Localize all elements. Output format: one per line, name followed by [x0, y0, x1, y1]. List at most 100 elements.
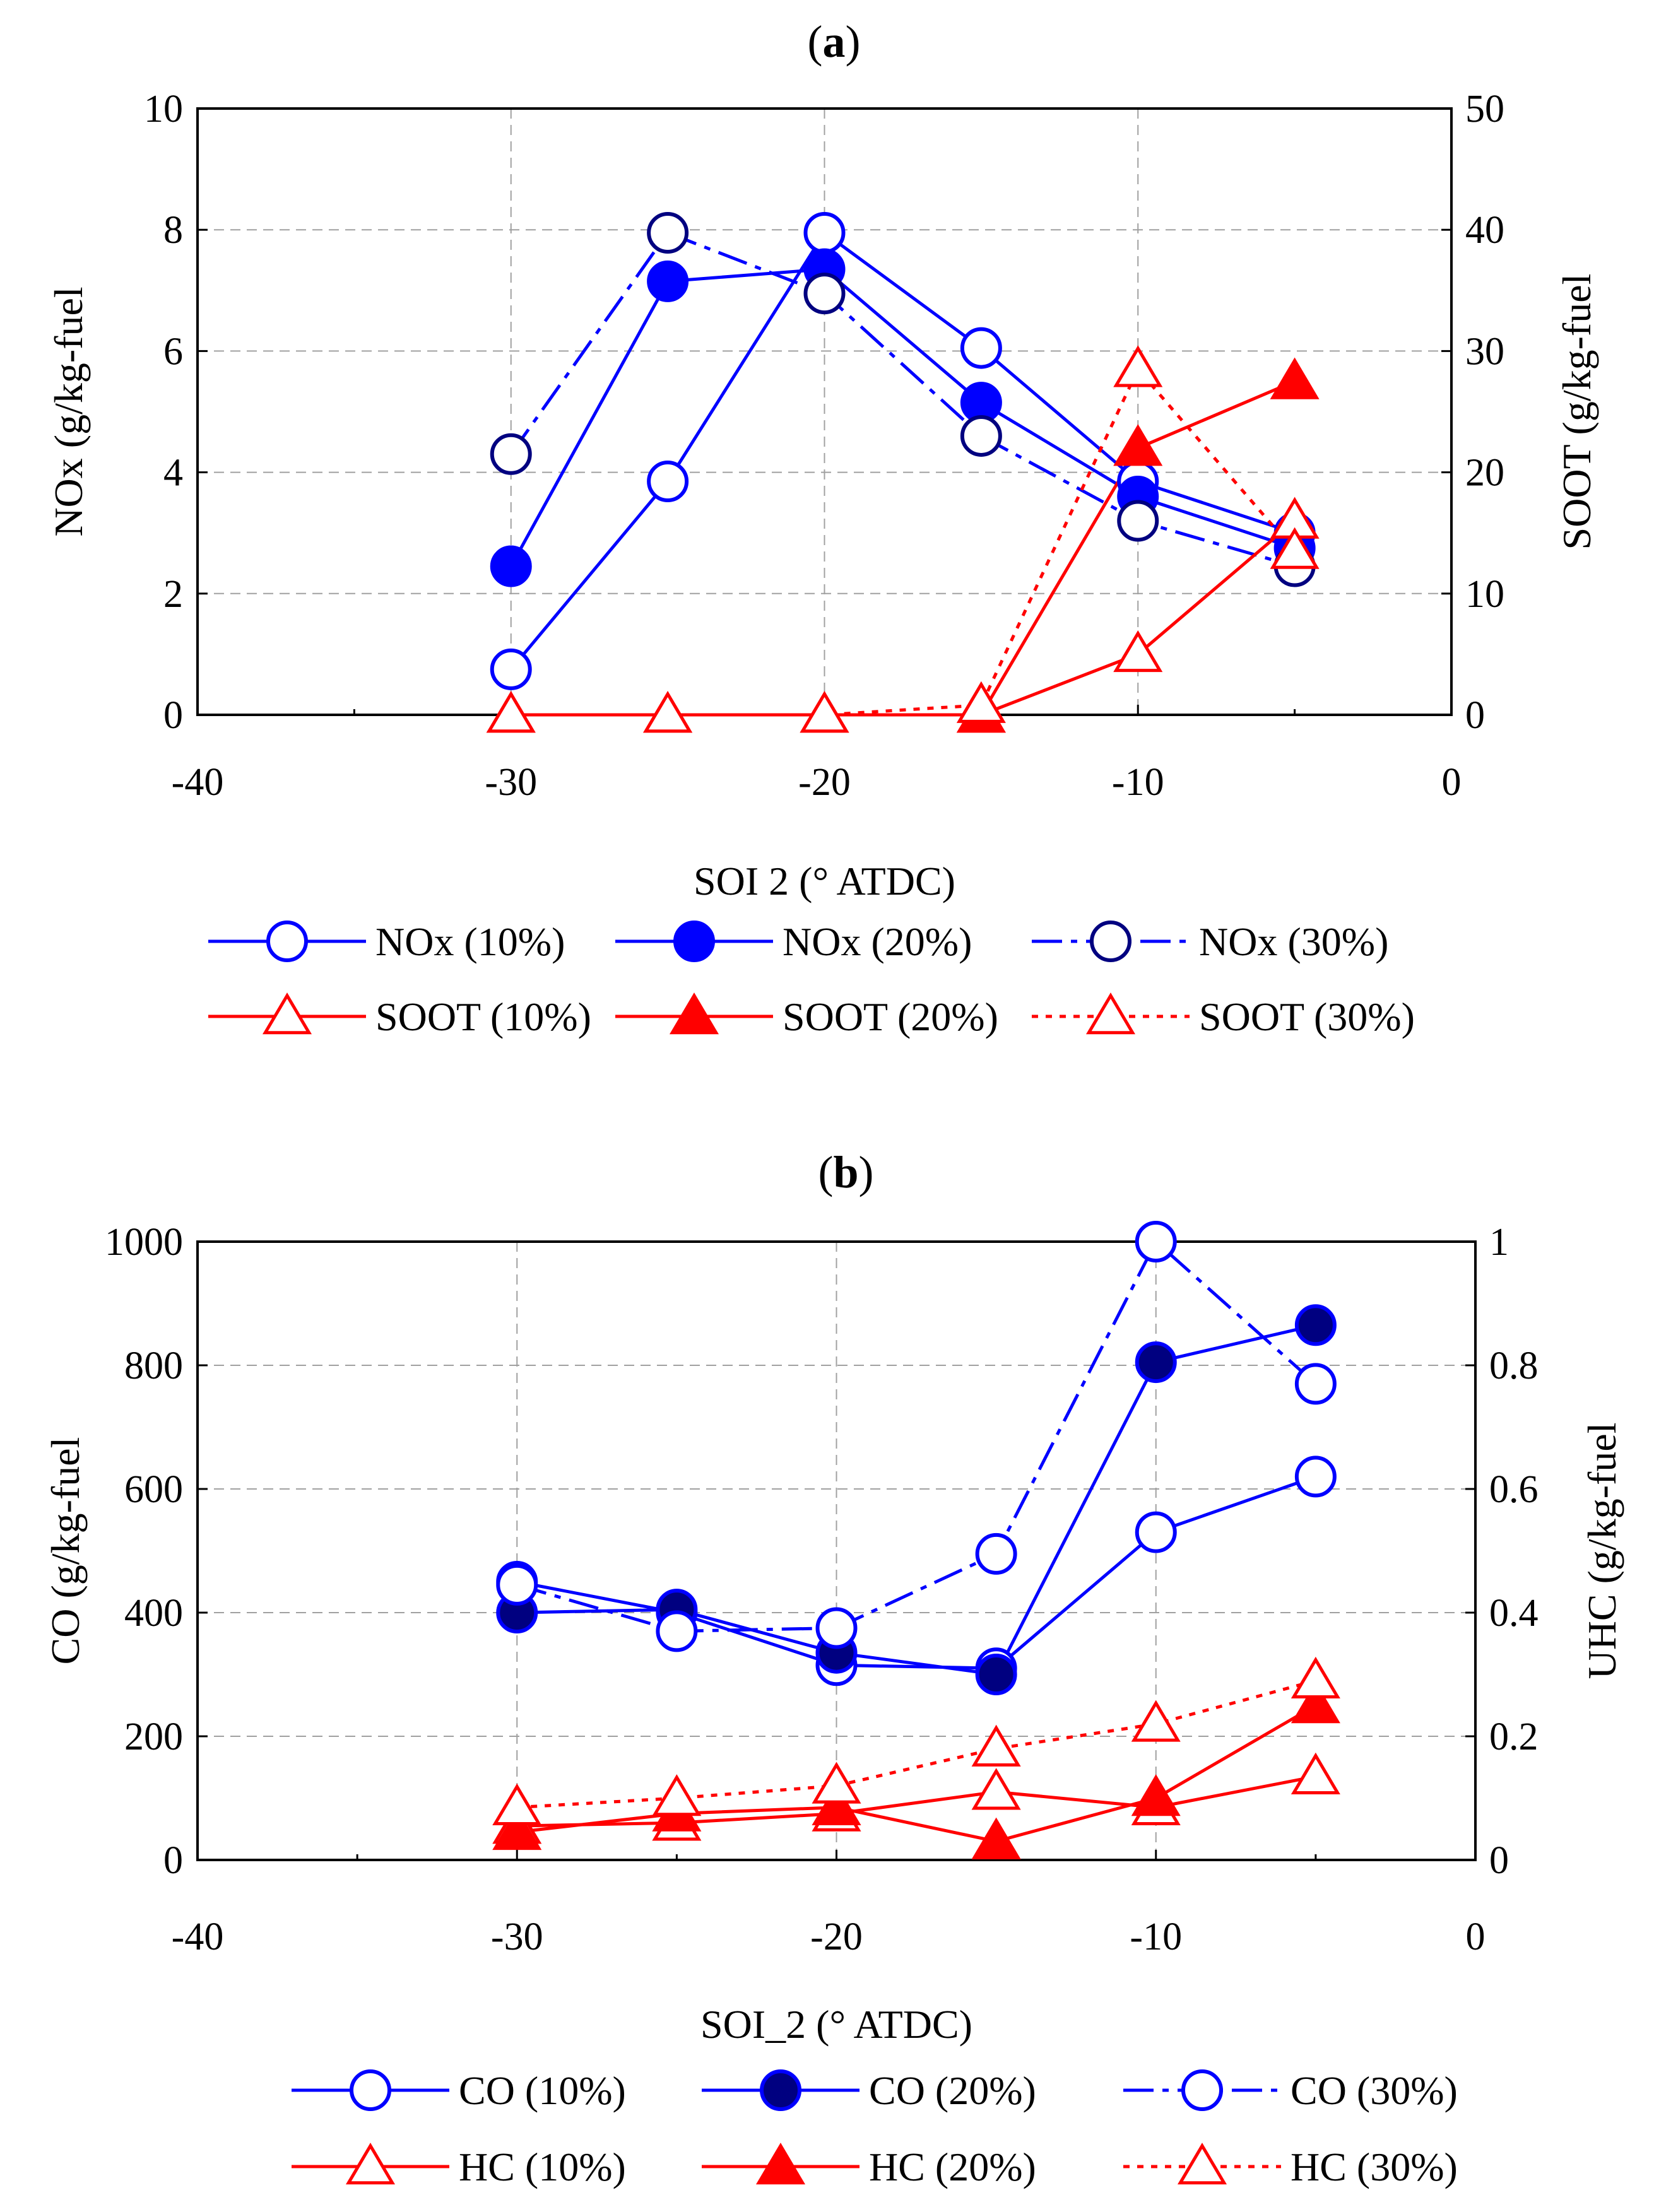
legend-marker: [1181, 2069, 1223, 2111]
y-right-tick-label: 10: [1465, 573, 1504, 616]
series-line-5: [511, 366, 1296, 717]
y-left-tick-label: 1000: [105, 1221, 183, 1264]
data-point: [803, 273, 846, 315]
y-left-tick-label: 600: [124, 1468, 183, 1511]
data-point: [490, 545, 532, 587]
data-point: [1113, 345, 1163, 387]
y-left-tick-label: 10: [144, 88, 183, 131]
data-point: [1294, 1304, 1337, 1346]
data-point: [803, 212, 846, 254]
y-right-tick-label: 20: [1465, 452, 1504, 495]
legend-label: NOx (20%): [783, 919, 972, 964]
legend-item: SOOT (30%): [1032, 992, 1415, 1039]
data-point: [643, 691, 693, 733]
series-line-0: [509, 230, 1296, 671]
data-point: [652, 1774, 702, 1816]
data-point: [1294, 1456, 1337, 1498]
x-axis-label: SOI_2 (° ATDC): [700, 2002, 972, 2047]
plot-frame: [196, 1240, 1477, 1861]
series-line-5: [517, 1679, 1316, 1809]
legend-item: CO (10%): [292, 2068, 626, 2113]
y-right-tick-label: 50: [1465, 88, 1504, 131]
legend-label: HC (10%): [459, 2144, 626, 2189]
series-line-4: [516, 1703, 1317, 1844]
data-point: [960, 415, 1002, 457]
y-left-tick-label: 200: [124, 1715, 183, 1758]
y-left-tick-label: 4: [163, 452, 183, 495]
legend-marker: [1177, 2143, 1227, 2185]
data-point: [960, 327, 1002, 369]
panel-label-letter: b: [833, 1147, 858, 1197]
data-point: [496, 1563, 538, 1606]
data-point: [486, 691, 536, 733]
y-left-tick-label: 0: [163, 1839, 183, 1882]
legend-label: NOx (10%): [375, 919, 565, 964]
series-line-1: [517, 1323, 1316, 1676]
legend: CO (10%) CO (20%) CO (30%) HC (10%) HC (20%)…: [292, 2068, 1458, 2189]
chart-panel-b: (b)-40 -30 -20 -10 00200400600800100000.20.4…: [43, 1147, 1624, 2189]
x-tick-label: -10: [1130, 1915, 1182, 1958]
data-point: [800, 691, 849, 733]
x-tick-label: -20: [810, 1915, 863, 1958]
legend-marker: [669, 992, 719, 1035]
legend-label: NOx (30%): [1199, 919, 1388, 964]
legend-label: HC (30%): [1291, 2144, 1458, 2189]
data-point: [1294, 1363, 1337, 1405]
data-point: [647, 212, 689, 254]
y-left-tick-label: 8: [163, 209, 183, 252]
x-tick-label: 0: [1442, 761, 1462, 804]
data-point: [971, 1724, 1021, 1767]
y-left-tick-label: 400: [124, 1592, 183, 1635]
series-markers-2: [490, 212, 1316, 587]
data-point: [1270, 357, 1320, 399]
y-right-tick-label: 0.4: [1489, 1592, 1539, 1635]
y-left-tick-label: 0: [163, 694, 183, 737]
y-right-tick-label: 0.6: [1489, 1468, 1539, 1511]
y-left-tick-label: 6: [163, 330, 183, 373]
y-axis-label-right: UHC (g/kg-fuel: [1580, 1422, 1624, 1679]
legend-label: SOOT (10%): [375, 994, 591, 1039]
data-point: [492, 1808, 542, 1850]
y-axis-label-left: NOx (g/kg-fuel: [46, 286, 91, 536]
y-right-tick-label: 30: [1465, 330, 1504, 373]
legend-item: HC (30%): [1123, 2143, 1458, 2189]
y-axis-label-right: SOOT (g/kg-fuel: [1554, 274, 1599, 550]
x-tick-label: 0: [1466, 1915, 1486, 1958]
data-point: [656, 1610, 698, 1652]
legend-item: NOx (10%): [208, 919, 565, 964]
legend-marker: [266, 921, 308, 962]
series-markers-0: [496, 1456, 1337, 1690]
series-line-2: [516, 1238, 1317, 1633]
data-point: [1135, 1511, 1177, 1553]
data-point: [812, 1762, 861, 1804]
series-line-2: [509, 230, 1296, 568]
series-markers-1: [496, 1304, 1337, 1695]
data-point: [971, 1817, 1021, 1859]
data-point: [1131, 1774, 1181, 1816]
series-line-0: [516, 1475, 1316, 1670]
data-point: [1131, 1700, 1181, 1742]
data-point: [1291, 1752, 1340, 1794]
legend-item: HC (20%): [702, 2143, 1036, 2189]
legend-item: SOOT (10%): [208, 992, 591, 1039]
data-point: [1117, 500, 1159, 542]
y-right-tick-label: 0.2: [1489, 1715, 1539, 1758]
data-point: [1135, 1221, 1177, 1262]
legend-marker: [262, 992, 312, 1035]
series-markers-3: [492, 1752, 1340, 1844]
legend-item: NOx (20%): [615, 919, 972, 964]
data-point: [490, 433, 532, 475]
series-markers-5: [486, 345, 1320, 733]
y-left-tick-label: 2: [163, 573, 183, 616]
data-point: [647, 461, 689, 503]
y-right-tick-label: 0.8: [1489, 1344, 1539, 1387]
legend-item: SOOT (20%): [615, 992, 998, 1039]
legend-marker: [1090, 921, 1131, 962]
legend-item: CO (20%): [702, 2068, 1036, 2113]
x-axis-label: SOI 2 (° ATDC): [694, 859, 955, 903]
legend-marker: [1085, 992, 1136, 1035]
legend-marker: [755, 2143, 806, 2185]
data-point: [971, 1768, 1021, 1810]
